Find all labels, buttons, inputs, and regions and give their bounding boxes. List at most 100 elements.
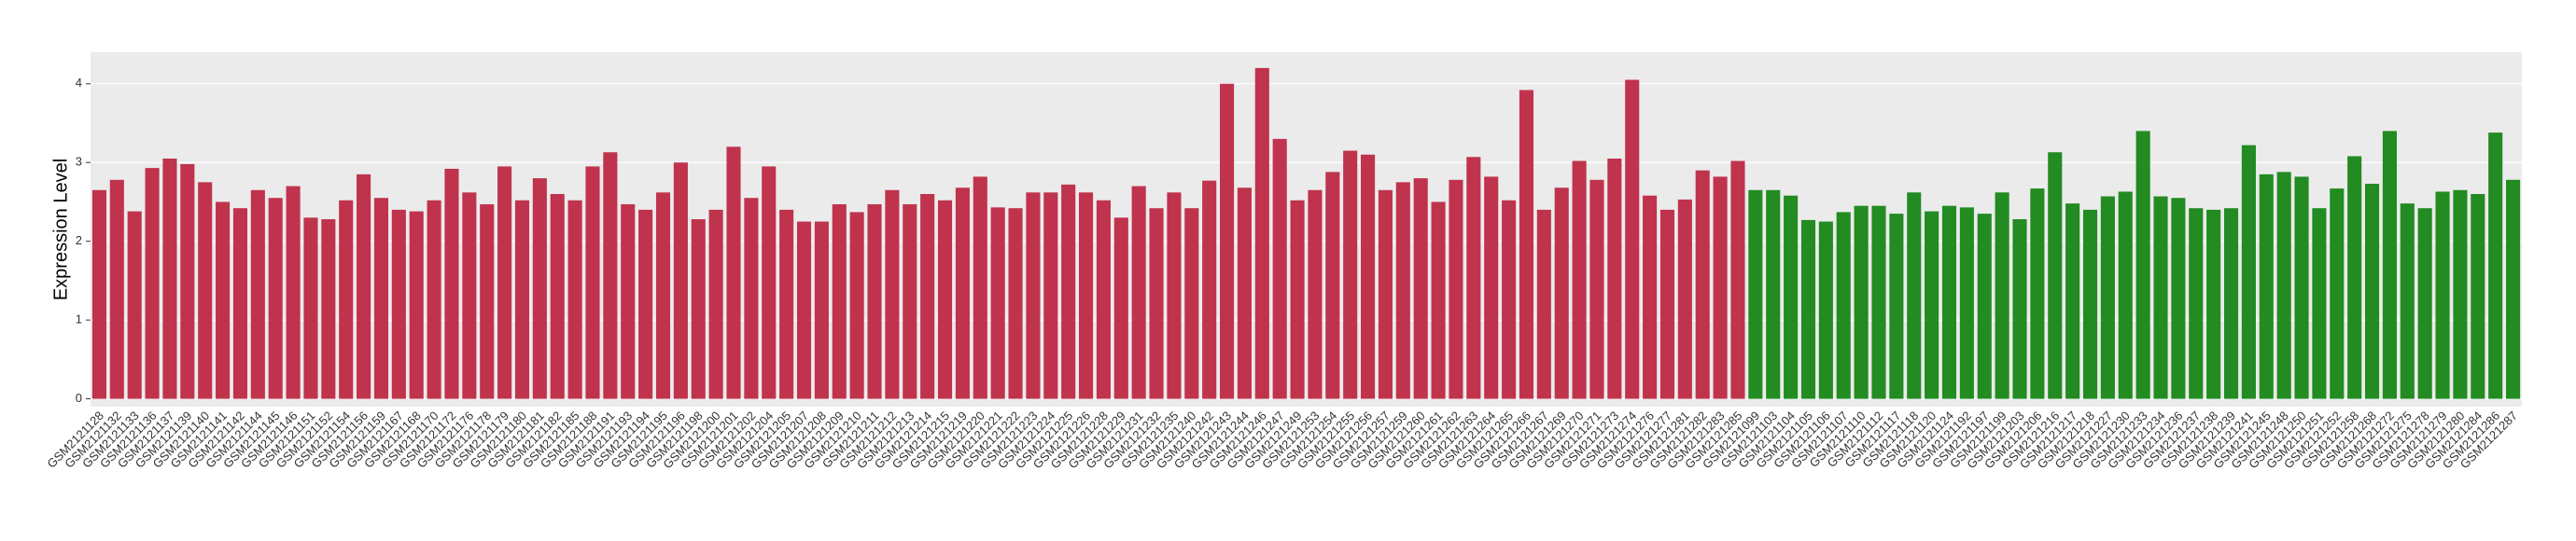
bar [1977,214,1992,399]
bar [1502,200,1517,399]
bar [1854,205,1869,399]
bar [2312,208,2327,399]
bar [1572,160,1587,399]
bar [2171,198,2186,399]
bar [216,201,231,399]
bar [603,152,618,399]
bar [2488,132,2503,399]
bar [726,146,741,399]
y-axis-label: Expression Level [50,159,71,300]
bar [1378,189,1393,399]
bar [1413,178,1428,399]
bar [127,211,142,399]
bar [1343,150,1358,399]
bar [2347,156,2362,399]
bar [2065,203,2080,399]
bar [268,198,283,399]
bar [1818,221,1833,399]
bar [673,162,688,399]
bar [2100,196,2115,399]
bar [2471,194,2485,399]
bar [1695,170,1710,399]
bar [638,209,653,399]
bar [232,208,248,399]
bar [462,192,477,399]
bar [1395,182,1410,399]
bar [1889,214,1904,399]
bar [1677,199,1692,399]
bar [1184,208,1199,399]
bar [920,194,935,399]
bar [339,200,354,399]
bar [1643,195,1658,399]
bar [1659,209,1675,399]
bar [1272,138,1287,399]
bar [357,173,371,399]
bar [409,211,424,399]
bar [550,194,565,399]
bar [2012,219,2027,399]
bar [762,166,777,399]
bar [885,189,900,399]
bar [867,203,882,399]
bar [2135,131,2150,399]
panel-background [91,52,2522,407]
bar [198,182,213,399]
bar [2048,152,2063,399]
bar [1925,211,1939,399]
bar [1941,205,1957,399]
y-tick-label: 4 [76,76,82,90]
bar [1589,179,1604,399]
bar [1361,154,1376,399]
bar [2435,191,2450,399]
bar [1836,212,1851,399]
bar [2364,184,2380,399]
bar [990,207,1005,399]
bar [1290,200,1305,399]
bar [321,219,336,399]
bar [955,187,970,399]
bar [849,212,864,399]
bar [2400,203,2415,399]
bar [1766,189,1781,399]
bar [532,178,547,399]
bar [779,209,794,399]
bar [2118,191,2133,399]
bar [1995,192,2009,399]
bar [2206,209,2221,399]
bar [2453,189,2468,399]
bar [814,221,829,399]
bar [1061,184,1076,399]
bar [427,200,441,399]
bar [708,209,723,399]
bar [2259,173,2274,399]
bar [1871,205,1886,399]
bar [1220,83,1235,399]
bar [1730,160,1745,399]
bar [180,163,195,399]
bar [497,166,512,399]
bar [1431,201,1446,399]
y-tick-label: 1 [76,312,82,326]
bar [514,200,530,399]
bar [1113,217,1128,399]
bar [1202,180,1217,399]
bar [250,189,265,399]
bar [1519,90,1534,399]
bar [1325,172,1340,399]
bar [162,159,177,399]
bar [303,217,318,399]
bar [1254,67,1269,399]
bar [1607,159,1622,399]
bar [1959,207,1974,399]
bar [1449,179,1463,399]
bar [2082,209,2098,399]
bar [691,219,706,399]
bar [1078,192,1094,399]
bar [1026,192,1041,399]
y-tick-label: 3 [76,155,82,169]
bar [832,203,847,399]
bar [1149,208,1164,399]
bar [286,186,301,399]
bar [903,203,917,399]
